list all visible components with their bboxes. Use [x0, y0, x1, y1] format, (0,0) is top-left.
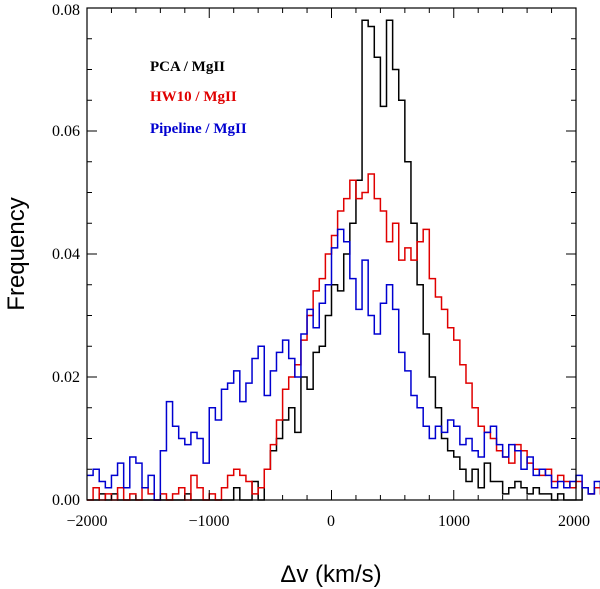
y-tick-label: 0.02 — [52, 369, 80, 386]
y-tick-label: 0.04 — [52, 246, 80, 263]
legend: PCA / MgII HW10 / MgII Pipeline / MgII — [150, 59, 247, 137]
x-tick-label: 1000 — [438, 513, 470, 530]
x-axis-label: Δv (km/s) — [280, 561, 381, 588]
histogram-series-1 — [87, 173, 600, 501]
x-tick-labels: −2000 −1000 0 1000 2000 — [66, 513, 590, 530]
legend-entry-pipeline: Pipeline / MgII — [150, 121, 247, 137]
x-tick-label: 2000 — [558, 513, 590, 530]
legend-entry-pca: PCA / MgII — [150, 59, 225, 75]
y-tick-label: 0.06 — [52, 123, 80, 140]
x-tick-label: −1000 — [188, 513, 229, 530]
x-tick-label: −2000 — [66, 513, 107, 530]
y-axis-label: Frequency — [3, 197, 30, 310]
axis-ticks-layer — [86, 7, 577, 501]
x-tick-label: 0 — [327, 513, 335, 530]
histogram-series-2 — [87, 228, 600, 501]
legend-entry-hw10: HW10 / MgII — [150, 89, 237, 105]
y-tick-labels: 0.00 0.02 0.04 0.06 0.08 — [52, 2, 80, 509]
plot-frame — [86, 7, 577, 501]
y-tick-label: 0.08 — [52, 2, 80, 19]
y-tick-label: 0.00 — [52, 492, 80, 509]
